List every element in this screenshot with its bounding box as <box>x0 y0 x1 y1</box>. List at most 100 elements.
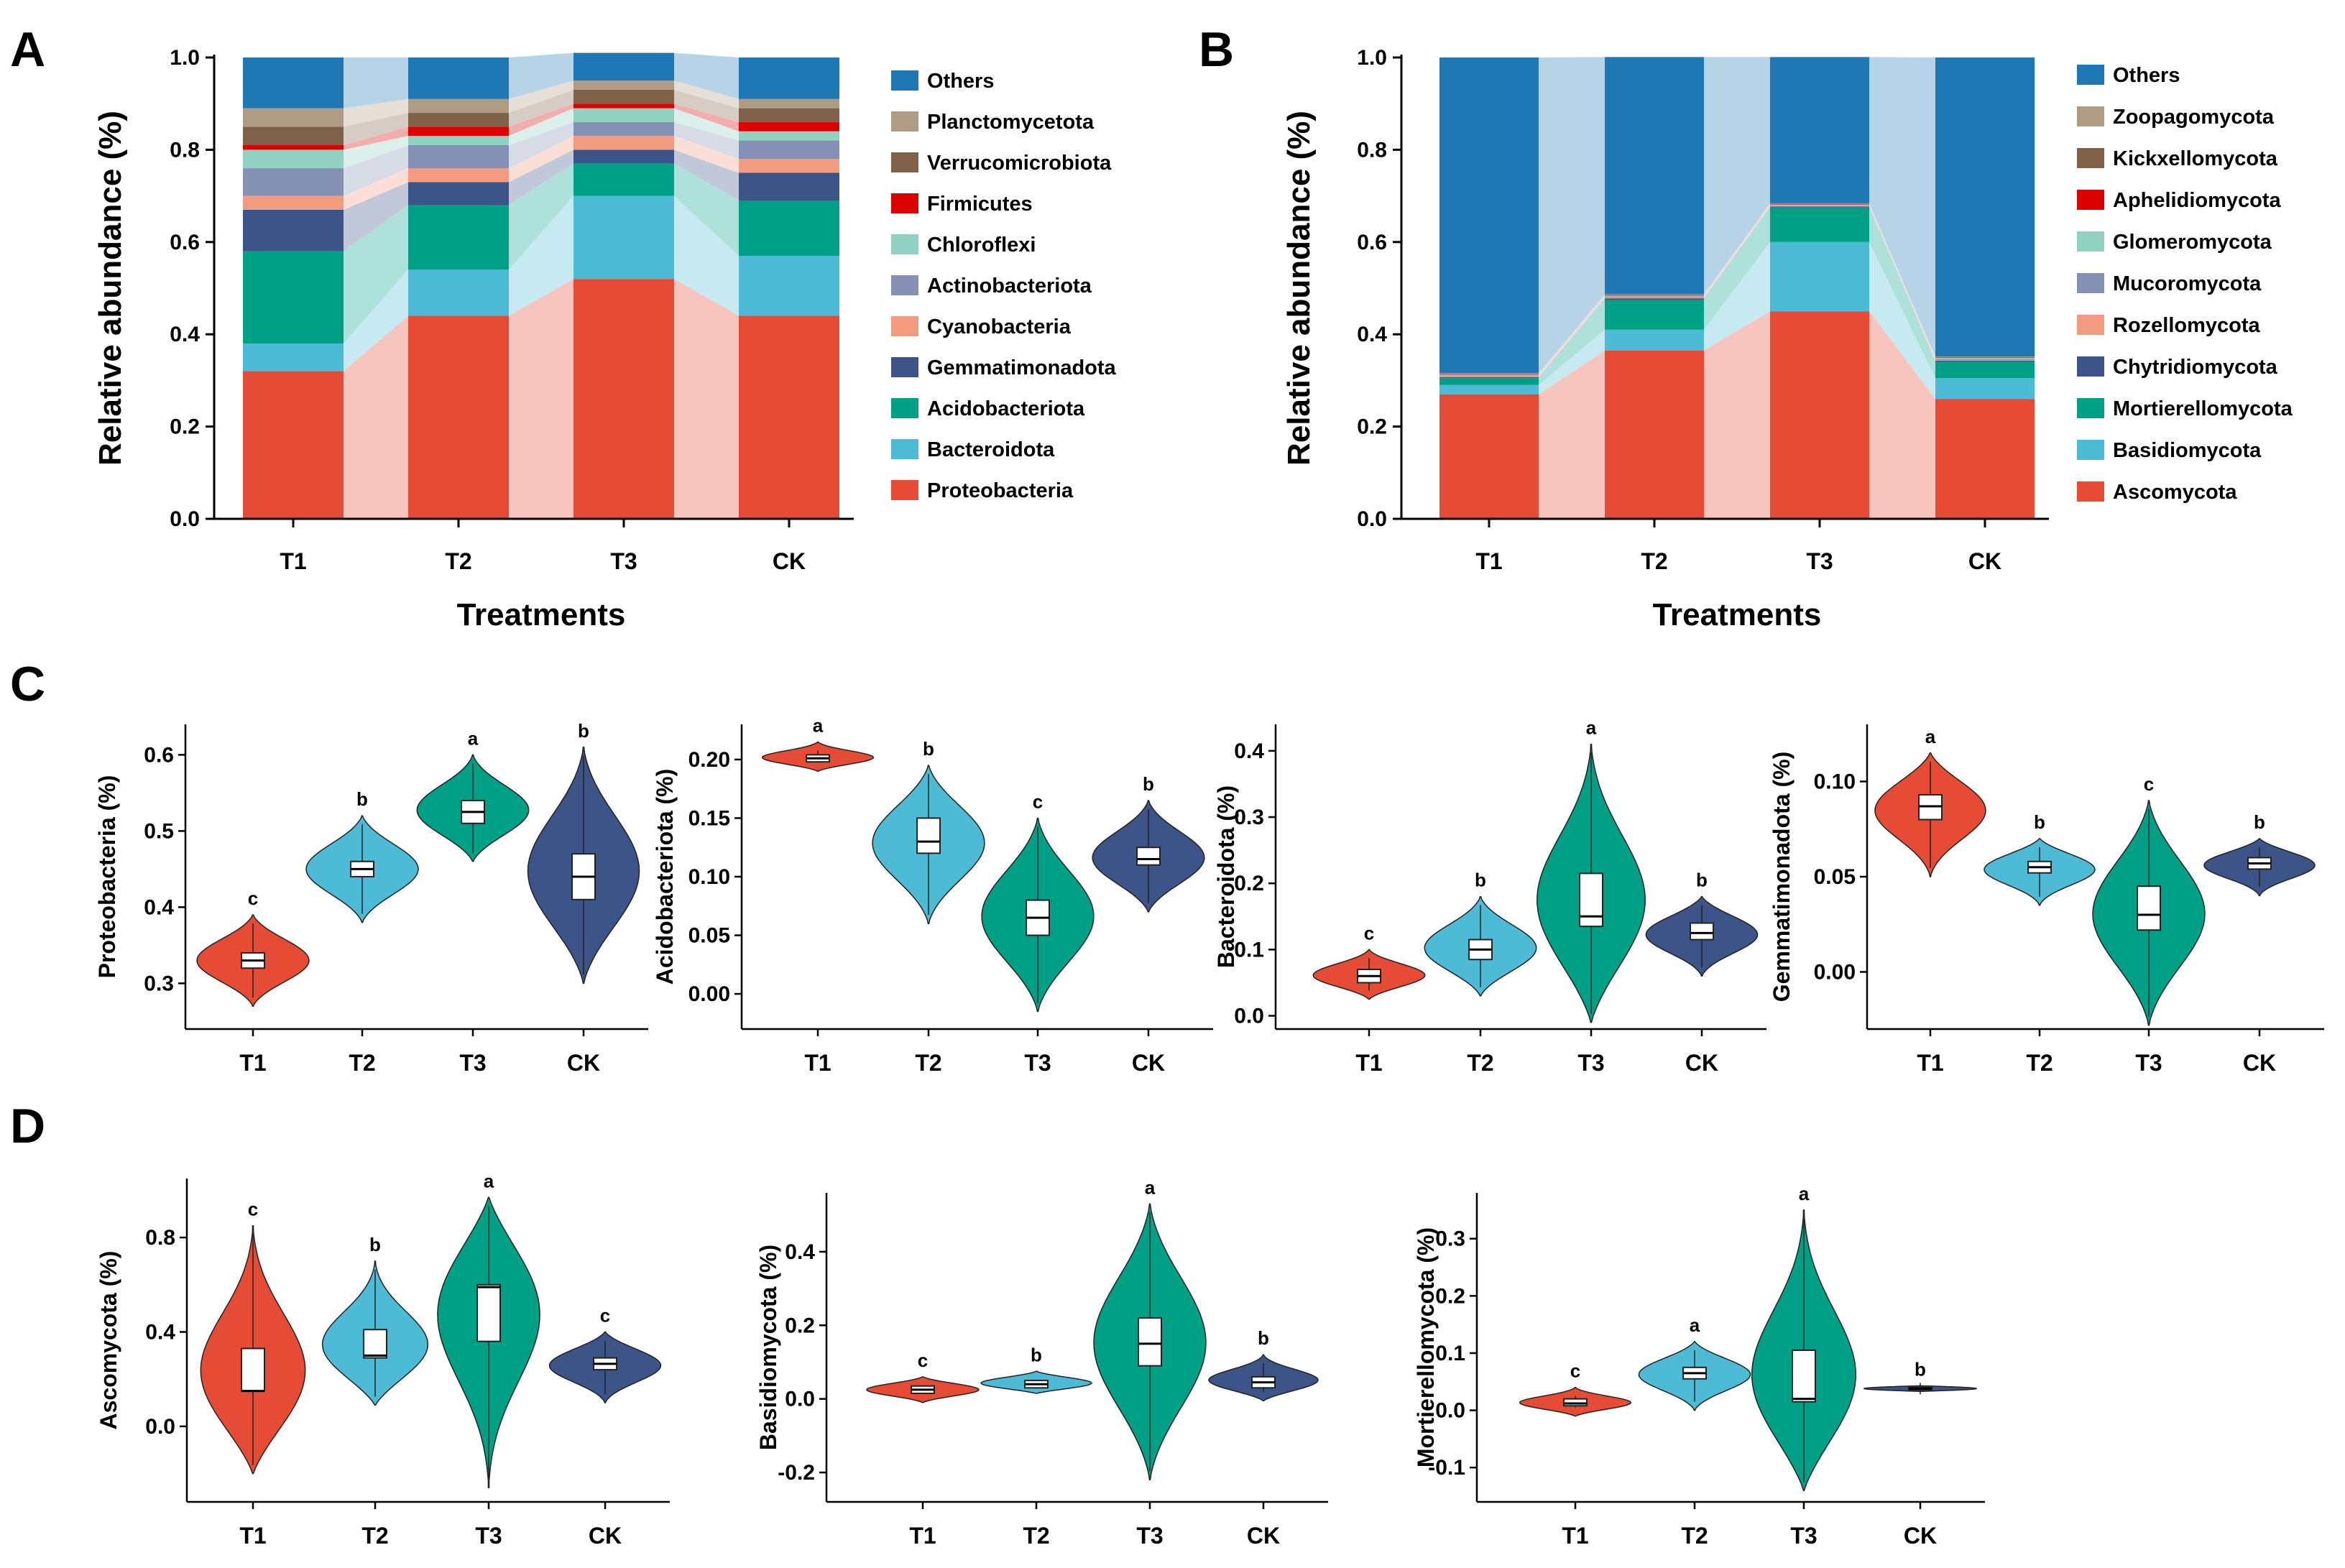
significance-label-t3: a <box>1145 1176 1156 1198</box>
x-tick-label: T3 <box>610 548 637 574</box>
y-axis-title: Relative abundance (%) <box>1281 111 1317 466</box>
x-tick-label: CK <box>1904 1523 1937 1549</box>
bar-kickxellomycota-t3 <box>1770 203 1869 205</box>
y-tick-label: 0.10 <box>1814 770 1856 794</box>
flow-verrucomicrobiota-3 <box>674 89 739 122</box>
flow-others-3 <box>674 52 739 99</box>
x-tick-label: T2 <box>915 1050 941 1076</box>
x-tick-label: T3 <box>1806 548 1833 574</box>
legend-swatch-aphelidiomycota <box>2077 190 2104 210</box>
x-tick-label: CK <box>2243 1050 2276 1076</box>
flow-mortierellomycota-3 <box>1869 207 1935 379</box>
significance-label-t2: a <box>1690 1314 1700 1336</box>
flow-gemmatimonadota-2 <box>509 149 573 206</box>
violin-plot-c2: 0.00 0.05 0.10 0.15 0.20 T1 T2 T3 CK Acidobacteri… <box>652 714 1213 1076</box>
bar-ascomycota-ck <box>1935 399 2035 519</box>
flow-ascomycota-3 <box>1869 311 1935 519</box>
legend-swatch-mortierellomycota <box>2077 398 2104 418</box>
legend-swatch-others <box>2077 65 2104 85</box>
bar-cyanobacteria-t3 <box>573 136 674 150</box>
y-tick-label: 0.4 <box>1357 323 1387 346</box>
y-tick-label: 0.10 <box>688 865 730 889</box>
bar-proteobacteria-t2 <box>408 315 509 519</box>
flow-kickxellomycota-3 <box>1869 203 1935 358</box>
legend-swatch-verrucomicrobiota <box>891 152 918 172</box>
x-tick-label: T2 <box>1023 1523 1049 1549</box>
y-tick-label: 0.4 <box>145 1321 175 1345</box>
x-tick-label: T3 <box>459 1050 486 1076</box>
bar-verrucomicrobiota-ck <box>739 108 839 122</box>
legend-swatch-others <box>891 70 918 91</box>
flow-aphelidiomycota-3 <box>1869 204 1935 358</box>
flow-bacteroidota-3 <box>674 195 739 316</box>
significance-label-t2: b <box>1031 1344 1042 1365</box>
y-tick-label: 0.20 <box>688 748 730 772</box>
legend-label-verrucomicrobiota: Verrucomicrobiota <box>927 152 1112 175</box>
y-tick-label: 0.4 <box>1234 739 1264 763</box>
bar-ascomycota-t3 <box>1770 311 1869 519</box>
bar-mucoromycota-t1 <box>1439 375 1539 377</box>
panel-letter-c: C <box>10 657 45 711</box>
legend-label-zoopagomycota: Zoopagomycota <box>2113 106 2275 129</box>
legend-swatch-gemmatimonadota <box>891 357 918 377</box>
x-axis-title: Treatments <box>1653 597 1822 632</box>
y-tick-label: 0.8 <box>1357 138 1387 162</box>
x-tick-label: T1 <box>1562 1523 1588 1549</box>
bar-mucoromycota-t2 <box>1605 296 1704 298</box>
y-axis-title: Relative abundance (%) <box>93 111 128 466</box>
bar-rozellomycota-ck <box>1935 359 2035 361</box>
bar-others-t1 <box>1439 57 1539 374</box>
flow-others-2 <box>1704 57 1770 295</box>
y-tick-label: 0.4 <box>144 895 174 919</box>
legend-swatch-firmicutes <box>891 193 918 213</box>
flow-gemmatimonadota-3 <box>674 149 739 201</box>
flow-others-1 <box>1539 57 1605 374</box>
flow-mucoromycota-3 <box>1869 206 1935 360</box>
flow-zoopagomycota-2 <box>1704 203 1770 295</box>
flow-basidiomycota-3 <box>1869 241 1935 400</box>
legend-label-bacteroidota: Bacteroidota <box>927 438 1055 461</box>
significance-label-ck: b <box>1696 870 1708 891</box>
y-tick-label: 0.00 <box>1814 961 1856 984</box>
flow-kickxellomycota-1 <box>1539 294 1605 374</box>
significance-label-t1: a <box>813 714 824 736</box>
y-axis-title: Ascomycota (%) <box>96 1251 121 1430</box>
bar-firmicutes-ck <box>739 121 839 132</box>
significance-label-t1: c <box>248 1199 258 1220</box>
x-tick-label: T2 <box>1681 1523 1708 1549</box>
bar-basidiomycota-ck <box>1935 378 2035 400</box>
y-tick-label: 0.2 <box>170 415 200 439</box>
significance-label-t1: a <box>1925 726 1936 747</box>
box-t3 <box>2137 885 2161 931</box>
flow-rozellomycota-3 <box>1869 206 1935 361</box>
x-tick-label: T3 <box>1577 1050 1604 1076</box>
y-tick-label: 0.0 <box>170 507 200 531</box>
legend: Others Zoopagomycota Kickxellomycota Apheli… <box>2077 64 2293 504</box>
box-t3 <box>476 1283 501 1342</box>
bar-acidobacteriota-t3 <box>573 163 674 196</box>
y-tick-label: -0.2 <box>778 1461 815 1485</box>
bar-others-t3 <box>573 52 674 81</box>
significance-label-t1: c <box>248 887 258 909</box>
flow-chytridiomycota-2 <box>1704 206 1770 300</box>
violin-plot-c4: 0.00 0.05 0.10 T1 T2 T3 CK Gemmatimonadota (%) a… <box>1769 724 2324 1076</box>
flow-mortierellomycota-2 <box>1704 207 1770 330</box>
bar-acidobacteriota-t1 <box>243 251 344 344</box>
legend-swatch-kickxellomycota <box>2077 148 2104 168</box>
box-t2 <box>363 1329 387 1359</box>
bar-rozellomycota-t3 <box>1770 206 1869 207</box>
x-tick-label: T3 <box>1136 1523 1163 1549</box>
bar-mortierellomycota-t2 <box>1605 300 1704 330</box>
significance-label-t2: b <box>1475 870 1486 891</box>
violin-plot-c3: 0.0 0.1 0.2 0.3 0.4 T1 T2 T3 CK Bacteroidota (%) c… <box>1213 717 1766 1076</box>
y-axis-title: Proteobacteria (%) <box>94 775 120 979</box>
x-tick-label: T1 <box>909 1523 936 1549</box>
violin-plot-d1: 0.0 0.4 0.8 T1 T2 T3 CK Ascomycota (%) c b a c <box>96 1170 670 1549</box>
y-tick-label: 0.05 <box>1814 865 1856 889</box>
legend-label-actinobacteriota: Actinobacteriota <box>927 275 1092 298</box>
legend-label-planctomycetota: Planctomycetota <box>927 111 1095 134</box>
y-tick-label: 0.00 <box>688 982 730 1006</box>
x-tick-label: T2 <box>2026 1050 2053 1076</box>
legend-label-gemmatimonadota: Gemmatimonadota <box>927 356 1117 379</box>
flow-acidobacteriota-1 <box>344 205 408 344</box>
